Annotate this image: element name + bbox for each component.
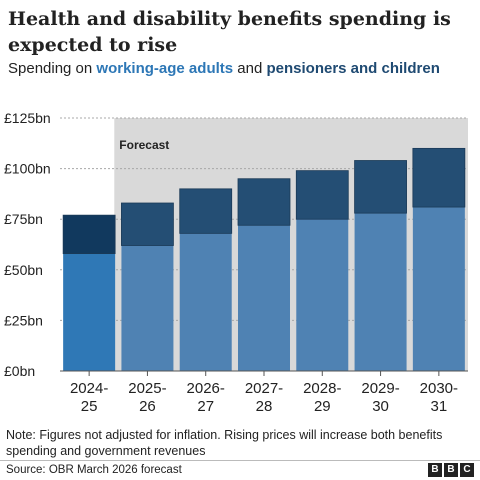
chart-note: Note: Figures not adjusted for inflation… <box>6 428 443 458</box>
x-tick-label-line: 28 <box>256 398 273 415</box>
x-tick-label: 2027-28 <box>245 380 283 415</box>
bbc-logo: B B C <box>428 463 474 477</box>
x-tick-label-line: 2029- <box>361 380 399 397</box>
chart-title: Health and disability benefits spending … <box>8 8 451 56</box>
y-tick-label: £50bn <box>4 262 43 278</box>
bar-pensioners-children <box>412 147 466 208</box>
bar-pensioners-children <box>62 214 116 255</box>
x-tick-label-line: 2030- <box>420 380 458 397</box>
x-tick-label-line: 27 <box>197 398 214 415</box>
chart-source: Source: OBR March 2026 forecast <box>6 464 182 476</box>
subtitle-series-pensioners: pensioners and children <box>266 60 440 77</box>
bar-working-age <box>238 225 290 371</box>
bar-working-age <box>354 213 407 371</box>
y-tick-label: £100bn <box>4 161 51 177</box>
y-tick-label: £125bn <box>4 110 51 126</box>
x-tick-label-line: 25 <box>81 398 98 415</box>
subtitle-prefix: Spending on <box>8 60 97 77</box>
x-tick-label: 2029-30 <box>361 380 399 415</box>
x-tick-label-line: 26 <box>139 398 156 415</box>
bar-working-age <box>179 233 232 371</box>
x-tick-label-line: 2028- <box>303 380 341 397</box>
x-tick-label-line: 30 <box>372 398 389 415</box>
bar-working-age <box>121 245 174 371</box>
x-tick-label-line: 2024- <box>70 380 108 397</box>
subtitle-series-working-age: working-age adults <box>96 60 234 77</box>
bar-chart: Forecast £0bn £25bn £50bn £75bn £100bn £125bn 2… <box>4 110 469 415</box>
y-tick-label: £25bn <box>4 312 43 328</box>
y-tick-label: £0bn <box>4 363 35 379</box>
footer-divider <box>0 460 480 461</box>
bbc-logo-letter: B <box>444 463 458 477</box>
x-tick-label: 2026-27 <box>187 380 225 415</box>
x-tick-label-line: 2025- <box>128 380 166 397</box>
bar-pensioners-children <box>295 170 349 220</box>
x-tick-label: 2030-31 <box>420 380 458 415</box>
bar-pensioners-children <box>354 160 407 214</box>
bbc-logo-letter: C <box>460 463 474 477</box>
bar-working-age <box>412 207 465 371</box>
bar-pensioners-children <box>237 178 291 226</box>
x-tick-label: 2025-26 <box>128 380 166 415</box>
bar-working-age <box>296 219 349 371</box>
bar-working-age <box>63 253 116 371</box>
x-tick-label-line: 29 <box>314 398 331 415</box>
x-tick-label-line: 2026- <box>187 380 225 397</box>
bar-pensioners-children <box>179 188 233 234</box>
x-tick-label: 2028-29 <box>303 380 341 415</box>
x-tick-label: 2024-25 <box>70 380 108 415</box>
y-tick-label: £75bn <box>4 211 43 227</box>
chart-subtitle: Spending on working-age adults and pensi… <box>8 59 468 78</box>
forecast-label: Forecast <box>119 138 169 152</box>
bar-pensioners-children <box>121 202 174 246</box>
subtitle-middle: and <box>233 60 267 77</box>
bbc-logo-letter: B <box>428 463 442 477</box>
x-tick-label-line: 31 <box>431 398 448 415</box>
x-tick-label-line: 2027- <box>245 380 283 397</box>
